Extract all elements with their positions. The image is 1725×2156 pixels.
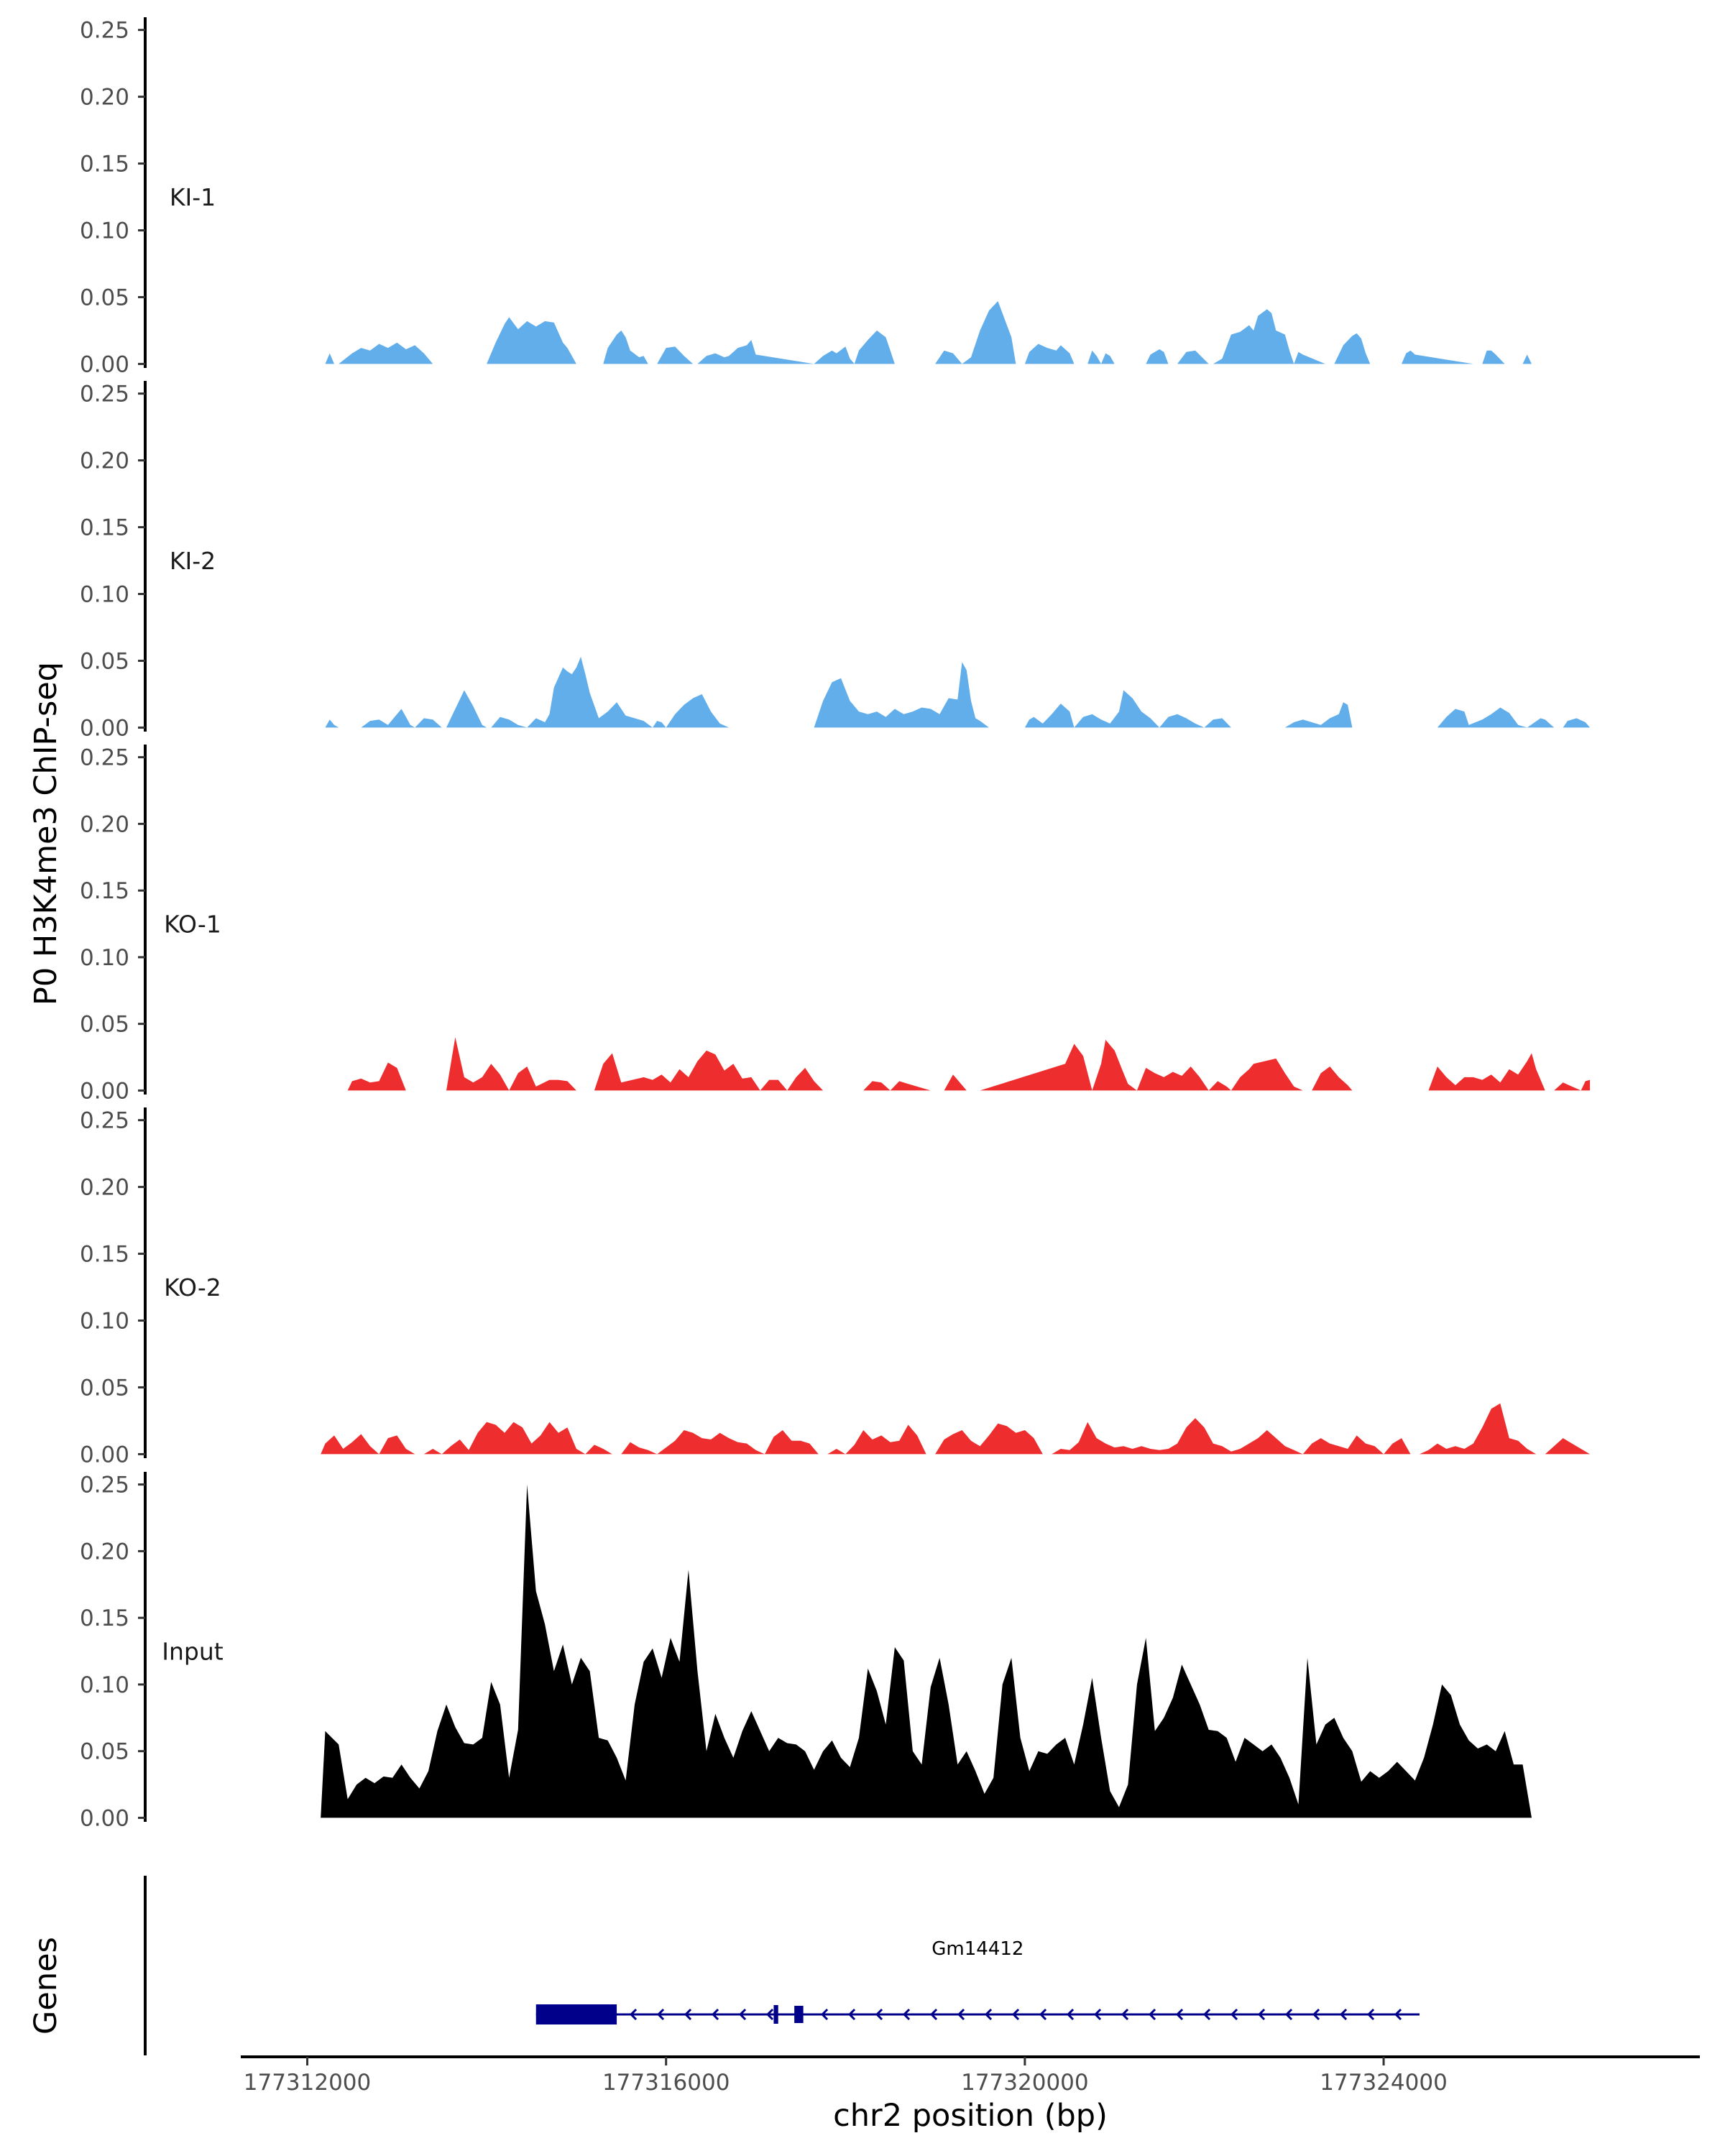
strand-arrow	[1339, 2008, 1348, 2021]
y-tick-label: 0.15	[80, 152, 129, 178]
gene-exon	[535, 2004, 617, 2024]
y-tick-label: 0.05	[80, 1739, 129, 1765]
y-tick-label: 0.10	[80, 945, 129, 971]
y-tick-label: 0.25	[80, 1473, 129, 1498]
track-label: KI-2	[170, 547, 216, 575]
x-tick-label: 177320000	[961, 2070, 1089, 2096]
strand-arrow	[1366, 2008, 1375, 2021]
y-tick-label: 0.20	[80, 85, 129, 111]
y-tick-label: 0.25	[80, 745, 129, 771]
y-tick-label: 0.05	[80, 285, 129, 310]
track-ki-2-signal-area	[325, 656, 1608, 728]
gene-models: Gm14412	[535, 1938, 1420, 2024]
x-axis-title: chr2 position (bp)	[833, 2098, 1108, 2134]
track-label: KO-2	[164, 1273, 221, 1302]
x-tick-label: 177324000	[1320, 2070, 1448, 2096]
tracks-group: 0.00 0.05 0.10 0.15 0.20 0.25 KI-1 0.00 0.05 0.10…	[80, 17, 1613, 1831]
track-ki-2: 0.00 0.05 0.10 0.15 0.20 0.25 KI-2	[80, 381, 1608, 741]
x-tick-label: 177312000	[244, 2070, 372, 2096]
y-tick-label: 0.00	[80, 1805, 129, 1831]
strand-arrow	[1148, 2008, 1156, 2021]
strand-arrow	[902, 2008, 911, 2021]
gene-exon	[773, 2005, 778, 2024]
strand-arrow	[684, 2008, 692, 2021]
y-tick-label: 0.05	[80, 1375, 129, 1401]
gene-name-label: Gm14412	[932, 1938, 1024, 1960]
y-axis-title: P0 H3K4me3 ChIP-seq	[28, 662, 64, 1005]
y-tick-label: 0.25	[80, 382, 129, 407]
strand-arrow	[1394, 2008, 1402, 2021]
track-input-signal-area	[321, 1484, 1613, 1818]
strand-arrow	[1312, 2008, 1320, 2021]
strand-arrow	[629, 2008, 638, 2021]
y-tick-label: 0.10	[80, 218, 129, 244]
y-tick-label: 0.20	[80, 1175, 129, 1201]
strand-arrow	[1121, 2008, 1129, 2021]
track-label: KO-1	[164, 911, 221, 939]
y-tick-label: 0.10	[80, 582, 129, 608]
y-tick-label: 0.05	[80, 1012, 129, 1038]
genes-axis-title: Genes	[28, 1937, 64, 2035]
strand-arrow	[656, 2008, 665, 2021]
y-tick-label: 0.15	[80, 515, 129, 541]
genes-panel: Genes Gm14412	[28, 1876, 1420, 2055]
y-tick-label: 0.00	[80, 1442, 129, 1468]
y-tick-label: 0.25	[80, 1108, 129, 1134]
y-tick-label: 0.20	[80, 1539, 129, 1565]
y-tick-label: 0.10	[80, 1672, 129, 1698]
x-tick-label: 177316000	[602, 2070, 730, 2096]
y-tick-label: 0.15	[80, 878, 129, 904]
strand-arrow	[1230, 2008, 1238, 2021]
y-tick-label: 0.05	[80, 648, 129, 674]
strand-arrow	[1257, 2008, 1266, 2021]
track-label: KI-1	[170, 183, 216, 211]
strand-arrow	[765, 2008, 774, 2021]
strand-arrow	[1039, 2008, 1047, 2021]
strand-arrow	[847, 2008, 856, 2021]
x-axis: chr2 position (bp) 177312000 177316000 177…	[241, 2055, 1700, 2134]
track-ki-1: 0.00 0.05 0.10 0.15 0.20 0.25 KI-1	[80, 17, 1581, 377]
gene-exon	[794, 2006, 804, 2023]
y-tick-label: 0.00	[80, 1078, 129, 1104]
track-ko-2-signal-area	[321, 1403, 1591, 1455]
strand-arrow	[1093, 2008, 1102, 2021]
y-tick-label: 0.20	[80, 448, 129, 474]
y-tick-label: 0.00	[80, 351, 129, 377]
y-tick-label: 0.00	[80, 715, 129, 741]
track-ko-1-signal-area	[347, 1037, 1591, 1091]
strand-arrow	[1011, 2008, 1020, 2021]
strand-arrow	[984, 2008, 993, 2021]
gene-gm14412: Gm14412	[535, 1938, 1420, 2024]
y-tick-label: 0.15	[80, 1242, 129, 1268]
strand-arrow	[711, 2008, 719, 2021]
y-tick-label: 0.15	[80, 1606, 129, 1631]
strand-arrow	[738, 2008, 747, 2021]
strand-arrow	[820, 2008, 829, 2021]
strand-arrow	[957, 2008, 965, 2021]
track-ko-2: 0.00 0.05 0.10 0.15 0.20 0.25 KO-2	[80, 1107, 1591, 1468]
strand-arrow	[1066, 2008, 1075, 2021]
track-input: 0.00 0.05 0.10 0.15 0.20 0.25 Input	[80, 1472, 1613, 1831]
strand-arrow	[875, 2008, 883, 2021]
track-ko-1: 0.00 0.05 0.10 0.15 0.20 0.25 KO-1	[80, 745, 1591, 1104]
track-label: Input	[162, 1638, 224, 1666]
y-tick-label: 0.25	[80, 18, 129, 44]
track-ki-1-signal-area	[325, 301, 1581, 364]
y-tick-label: 0.10	[80, 1309, 129, 1335]
strand-arrow	[1284, 2008, 1293, 2021]
y-tick-label: 0.20	[80, 811, 129, 837]
strand-arrow	[1175, 2008, 1184, 2021]
strand-arrow	[929, 2008, 938, 2021]
strand-arrow	[1202, 2008, 1211, 2021]
